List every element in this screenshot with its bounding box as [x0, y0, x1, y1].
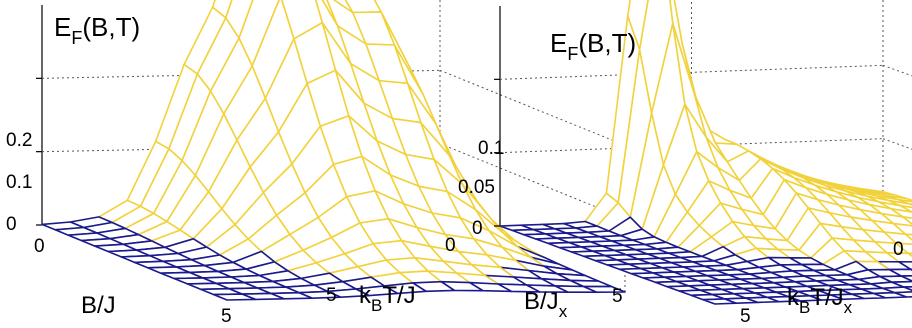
- t-tick-label: 5: [740, 306, 751, 327]
- z-tick-label: 0.05: [458, 177, 495, 198]
- axis-labels-left: 0 0.1 0.2 0 5 0 5 EF(B,T) B/J kBT/J: [6, 12, 456, 327]
- z-gridline: [439, 143, 626, 220]
- z-tick-label: 0.1: [478, 138, 504, 159]
- surface-plot-right: 0 0.05 0.1 5 0 5 EF(B,T) B/Jx kBT/Jx: [458, 0, 912, 327]
- surface-mesh-left: [41, 0, 626, 301]
- z-tick-label: 0: [472, 218, 483, 239]
- b-axis-label: B/J: [81, 292, 116, 319]
- z-gridline: [882, 64, 912, 77]
- z-axis-label: EF(B,T): [54, 12, 140, 48]
- axis-labels-right: 0 0.05 0.1 5 0 5 EF(B,T) B/Jx kBT/Jx: [458, 28, 904, 327]
- t-axis-label: kBT/J: [359, 282, 416, 315]
- surface-plot-left: 0 0.1 0.2 0 5 0 5 EF(B,T) B/J kBT/J: [6, 0, 626, 327]
- b-axis-label: B/Jx: [524, 288, 568, 321]
- t-tick-label: 5: [326, 285, 337, 306]
- z-gridline: [499, 64, 884, 80]
- z-tick-label: 0: [6, 214, 17, 235]
- surface-mesh-right: [499, 0, 912, 305]
- z-gridline: [439, 69, 626, 146]
- t-tick-label: 0: [445, 235, 456, 256]
- t-axis-label: kBT/Jx: [787, 284, 853, 317]
- b-tick-label: 5: [612, 286, 623, 307]
- b-tick-label: 5: [221, 306, 232, 327]
- z-axis-label: EF(B,T): [550, 28, 636, 64]
- surface-cell: [213, 293, 257, 301]
- z-tick-label: 0.2: [6, 130, 32, 151]
- surface-cell: [702, 298, 738, 305]
- t-tick-label: 0: [893, 239, 904, 260]
- z-tick-label: 0.1: [6, 172, 32, 193]
- b-tick-label: 0: [34, 236, 45, 257]
